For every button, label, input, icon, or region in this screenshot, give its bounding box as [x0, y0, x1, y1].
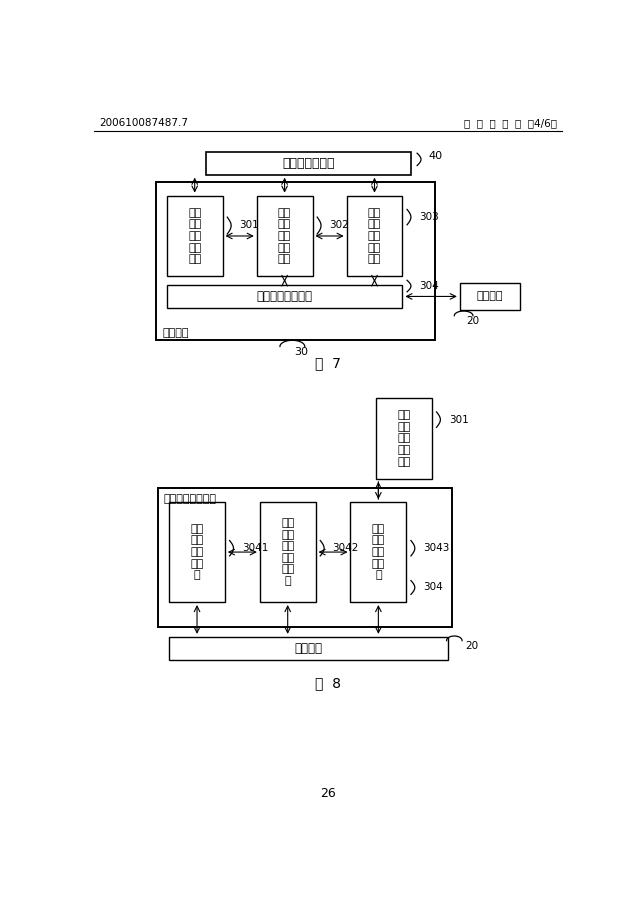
Text: 303: 303 [419, 212, 439, 222]
Text: 30: 30 [294, 347, 308, 357]
Text: 图  8: 图 8 [315, 676, 341, 690]
Text: 20: 20 [466, 316, 479, 326]
Bar [460, 282, 520, 310]
Bar [257, 196, 312, 276]
Text: 地图
基础
对象
计算
子模
块: 地图 基础 对象 计算 子模 块 [281, 518, 294, 586]
Bar [156, 182, 435, 341]
Text: 地图
数据
装载
子模
块: 地图 数据 装载 子模 块 [372, 524, 385, 580]
Text: 地图引擎核心模块: 地图引擎核心模块 [257, 290, 312, 303]
Text: 200610087487.7: 200610087487.7 [99, 118, 188, 128]
Text: 302: 302 [330, 220, 349, 230]
Text: 301: 301 [239, 220, 259, 230]
Text: 301: 301 [449, 415, 468, 425]
Bar [167, 285, 403, 308]
Text: 地图
引擎
功能
计算
模块: 地图 引擎 功能 计算 模块 [188, 208, 202, 264]
Text: 图  7: 图 7 [315, 356, 341, 371]
Text: 3041: 3041 [242, 543, 268, 553]
Text: 26: 26 [320, 786, 336, 800]
Text: 接口模块: 接口模块 [294, 642, 323, 655]
Text: 说  明  书  附  图  第4/6页: 说 明 书 附 图 第4/6页 [463, 118, 557, 128]
Text: 接口模块: 接口模块 [477, 291, 503, 301]
Text: 地图引擎核心模块: 地图引擎核心模块 [164, 494, 217, 504]
Text: 304: 304 [419, 281, 439, 291]
Text: 地图引擎: 地图引擎 [162, 328, 189, 338]
Bar [260, 502, 316, 602]
Bar [376, 398, 432, 479]
Bar [347, 196, 403, 276]
Text: 3042: 3042 [333, 543, 359, 553]
Text: 本地地图数据库: 本地地图数据库 [282, 157, 335, 169]
Bar [351, 502, 406, 602]
Text: 地图
数据
调用
子模
块: 地图 数据 调用 子模 块 [191, 524, 204, 580]
Text: 40: 40 [428, 150, 442, 160]
Text: 20: 20 [465, 641, 478, 651]
Text: 304: 304 [423, 582, 443, 592]
Bar [157, 488, 452, 627]
Text: 地图
引擎
功能
计算
模块: 地图 引擎 功能 计算 模块 [397, 410, 411, 466]
Bar [169, 637, 448, 660]
Bar [169, 502, 225, 602]
Bar [167, 196, 223, 276]
Text: 地图
引擎
功能
控制
模块: 地图 引擎 功能 控制 模块 [278, 208, 291, 264]
Text: 3043: 3043 [423, 543, 450, 553]
Text: 地图
引擎
交互
显示
模块: 地图 引擎 交互 显示 模块 [368, 208, 381, 264]
Bar [205, 151, 411, 175]
